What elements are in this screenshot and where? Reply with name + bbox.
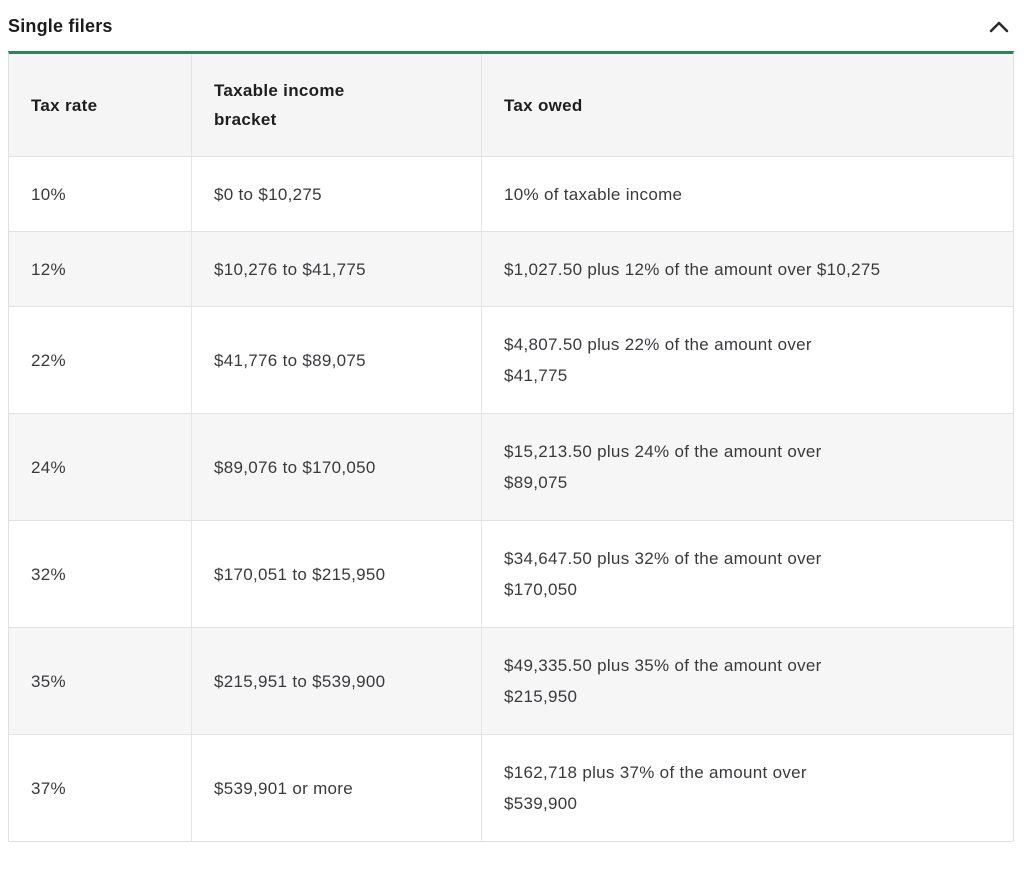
tax-rate-cell: 10% <box>31 184 66 204</box>
income-bracket-cell: $539,901 or more <box>191 735 481 841</box>
tax-owed-cell: $162,718 plus 37% of the amount over $53… <box>481 735 1013 841</box>
tax-owed-cell: $1,027.50 plus 12% of the amount over $1… <box>481 232 1013 306</box>
income-bracket-cell: $215,951 to $539,900 <box>191 628 481 734</box>
income-bracket-cell: $170,051 to $215,950 <box>191 521 481 627</box>
table-row: 12% $10,276 to $41,775 $1,027.50 plus 12… <box>9 231 1013 306</box>
chevron-up-icon <box>988 21 1010 37</box>
tax-owed-cell: 10% of taxable income <box>481 157 1013 231</box>
section-title: Single filers <box>8 16 113 36</box>
tax-rate-cell: 12% <box>31 259 66 279</box>
tax-rate-cell: 35% <box>31 671 66 691</box>
table-row: 37% $539,901 or more $162,718 plus 37% o… <box>9 734 1013 841</box>
tax-rate-cell: 32% <box>31 564 66 584</box>
income-bracket-cell: $89,076 to $170,050 <box>191 414 481 520</box>
collapse-button[interactable] <box>984 18 1014 36</box>
income-bracket-cell: $10,276 to $41,775 <box>191 232 481 306</box>
table-row: 35% $215,951 to $539,900 $49,335.50 plus… <box>9 627 1013 734</box>
income-bracket-cell: $0 to $10,275 <box>191 157 481 231</box>
tax-owed-cell: $4,807.50 plus 22% of the amount over $4… <box>481 307 1013 413</box>
income-bracket-cell: $41,776 to $89,075 <box>191 307 481 413</box>
tax-owed-cell: $15,213.50 plus 24% of the amount over $… <box>481 414 1013 520</box>
table-row: 22% $41,776 to $89,075 $4,807.50 plus 22… <box>9 306 1013 413</box>
column-header-tax-rate: Tax rate <box>31 95 98 115</box>
tax-rate-cell: 22% <box>31 350 66 370</box>
table-row: 10% $0 to $10,275 10% of taxable income <box>9 156 1013 231</box>
tax-owed-cell: $34,647.50 plus 32% of the amount over $… <box>481 521 1013 627</box>
table-header-row: Tax rate Taxable income bracket Tax owed <box>9 54 1013 156</box>
tax-owed-cell: $49,335.50 plus 35% of the amount over $… <box>481 628 1013 734</box>
column-header-income-bracket: Taxable income bracket <box>191 54 481 156</box>
accordion-header-single-filers[interactable]: Single filers <box>0 0 1024 37</box>
tax-brackets-table: Tax rate Taxable income bracket Tax owed… <box>8 51 1014 842</box>
tax-rate-cell: 24% <box>31 457 66 477</box>
table-row: 32% $170,051 to $215,950 $34,647.50 plus… <box>9 520 1013 627</box>
tax-rate-cell: 37% <box>31 778 66 798</box>
table-row: 24% $89,076 to $170,050 $15,213.50 plus … <box>9 413 1013 520</box>
column-header-tax-owed: Tax owed <box>481 54 1013 156</box>
